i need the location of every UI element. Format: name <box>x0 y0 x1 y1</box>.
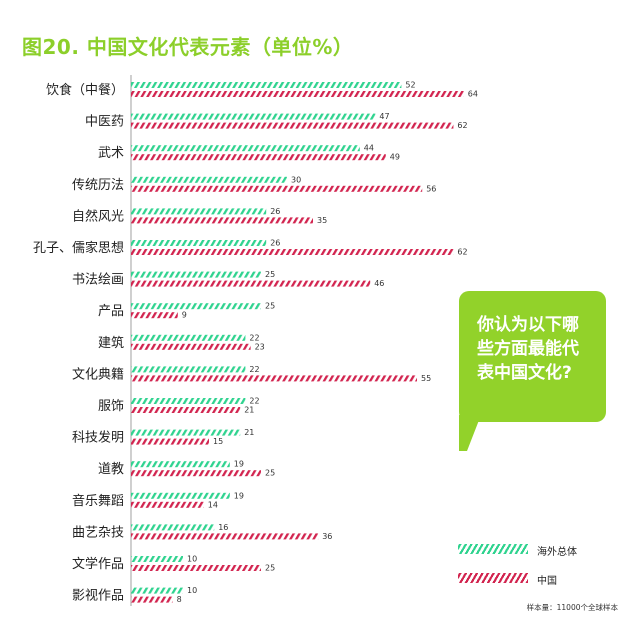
value-label-china: 55 <box>421 374 431 383</box>
category-label: 自然风光 <box>72 208 124 224</box>
value-label-overseas: 19 <box>234 491 244 500</box>
bar-china <box>131 470 261 477</box>
bubble-tail <box>459 415 481 451</box>
question-bubble: 你认为以下哪些方面最能代表中国文化? <box>459 291 606 422</box>
category-label: 文化典籍 <box>72 366 124 382</box>
category-label: 武术 <box>98 146 124 161</box>
value-label-overseas: 22 <box>249 397 259 406</box>
value-label-overseas: 19 <box>234 460 244 469</box>
legend-swatch-china <box>458 573 528 583</box>
bar-overseas <box>131 303 261 310</box>
value-label-china: 62 <box>457 248 467 257</box>
bar-overseas <box>131 176 287 183</box>
value-label-overseas: 30 <box>291 175 301 184</box>
category-label: 曲艺杂技 <box>72 525 124 540</box>
value-label-overseas: 26 <box>270 239 280 248</box>
sample-size-note: 样本量：11000个全球样本 <box>526 603 618 612</box>
bar-overseas <box>131 556 183 562</box>
bar-china <box>131 280 371 287</box>
category-label: 产品 <box>98 304 124 319</box>
bar-china <box>131 565 261 571</box>
bar-overseas <box>131 492 230 499</box>
value-label-china: 23 <box>255 342 265 351</box>
value-label-china: 21 <box>244 406 254 415</box>
value-label-china: 35 <box>317 216 327 225</box>
value-label-china: 14 <box>208 500 218 509</box>
bar-overseas <box>131 398 246 404</box>
value-label-overseas: 22 <box>249 333 259 342</box>
bar-overseas <box>131 145 360 152</box>
value-label-overseas: 25 <box>265 302 275 311</box>
bar-china <box>131 154 386 161</box>
category-label: 书法绘画 <box>72 273 124 288</box>
value-label-overseas: 26 <box>270 207 280 216</box>
bar-overseas <box>131 82 402 88</box>
value-label-overseas: 10 <box>187 586 197 595</box>
value-label-china: 56 <box>426 184 436 193</box>
category-label: 建筑 <box>98 335 124 351</box>
category-label: 中医药 <box>85 115 124 130</box>
value-label-overseas: 47 <box>379 112 389 121</box>
bar-china <box>131 533 319 540</box>
bar-overseas <box>131 240 267 246</box>
category-label: 音乐舞蹈 <box>72 493 124 509</box>
bar-overseas <box>131 429 241 436</box>
category-label: 影视作品 <box>72 589 124 604</box>
bar-overseas <box>131 587 183 594</box>
category-label: 传统历法 <box>72 178 124 193</box>
value-label-china: 8 <box>177 595 182 604</box>
bar-china <box>131 343 251 350</box>
bar-china <box>131 91 464 97</box>
value-label-china: 25 <box>265 469 275 478</box>
bar-overseas <box>131 334 246 341</box>
value-label-overseas: 21 <box>244 428 254 437</box>
value-label-china: 46 <box>374 279 384 288</box>
category-label: 文学作品 <box>72 556 124 572</box>
bar-china <box>131 375 417 382</box>
value-label-china: 25 <box>265 564 275 573</box>
value-label-china: 64 <box>468 90 478 99</box>
legend-label-overseas: 海外总体 <box>537 547 577 558</box>
bar-overseas <box>131 366 246 373</box>
bar-china <box>131 312 178 319</box>
value-label-china: 49 <box>390 153 400 162</box>
bar-china <box>131 407 241 413</box>
legend-swatch-overseas <box>458 544 528 554</box>
category-label: 道教 <box>98 461 124 477</box>
category-label: 科技发明 <box>72 430 124 446</box>
bar-overseas <box>131 208 267 215</box>
legend-label-china: 中国 <box>537 576 557 587</box>
bar-china <box>131 438 209 445</box>
category-label: 孔子、儒家思想 <box>33 240 124 256</box>
value-label-china: 36 <box>322 532 332 541</box>
category-label: 饮食（中餐） <box>46 82 124 98</box>
bar-china <box>131 122 454 129</box>
value-label-overseas: 25 <box>265 270 275 279</box>
bar-china <box>131 596 173 603</box>
value-label-china: 62 <box>457 121 467 130</box>
bar-china <box>131 185 423 192</box>
value-label-overseas: 52 <box>405 81 415 90</box>
value-label-china: 9 <box>182 311 187 320</box>
chart-title: 图20. 中国文化代表元素（单位%） <box>22 35 354 59</box>
bar-overseas <box>131 113 376 120</box>
bar-china <box>131 217 313 224</box>
bar-overseas <box>131 271 261 278</box>
bar-china <box>131 501 204 508</box>
bar-overseas <box>131 461 230 468</box>
question-text: 你认为以下哪些方面最能代表中国文化? <box>477 315 579 383</box>
value-label-china: 15 <box>213 437 223 446</box>
bar-china <box>131 249 454 255</box>
value-label-overseas: 16 <box>218 523 228 532</box>
value-label-overseas: 22 <box>249 365 259 374</box>
value-label-overseas: 44 <box>364 144 374 153</box>
bar-overseas <box>131 524 215 531</box>
category-label: 服饰 <box>98 399 124 414</box>
value-label-overseas: 10 <box>187 555 197 564</box>
